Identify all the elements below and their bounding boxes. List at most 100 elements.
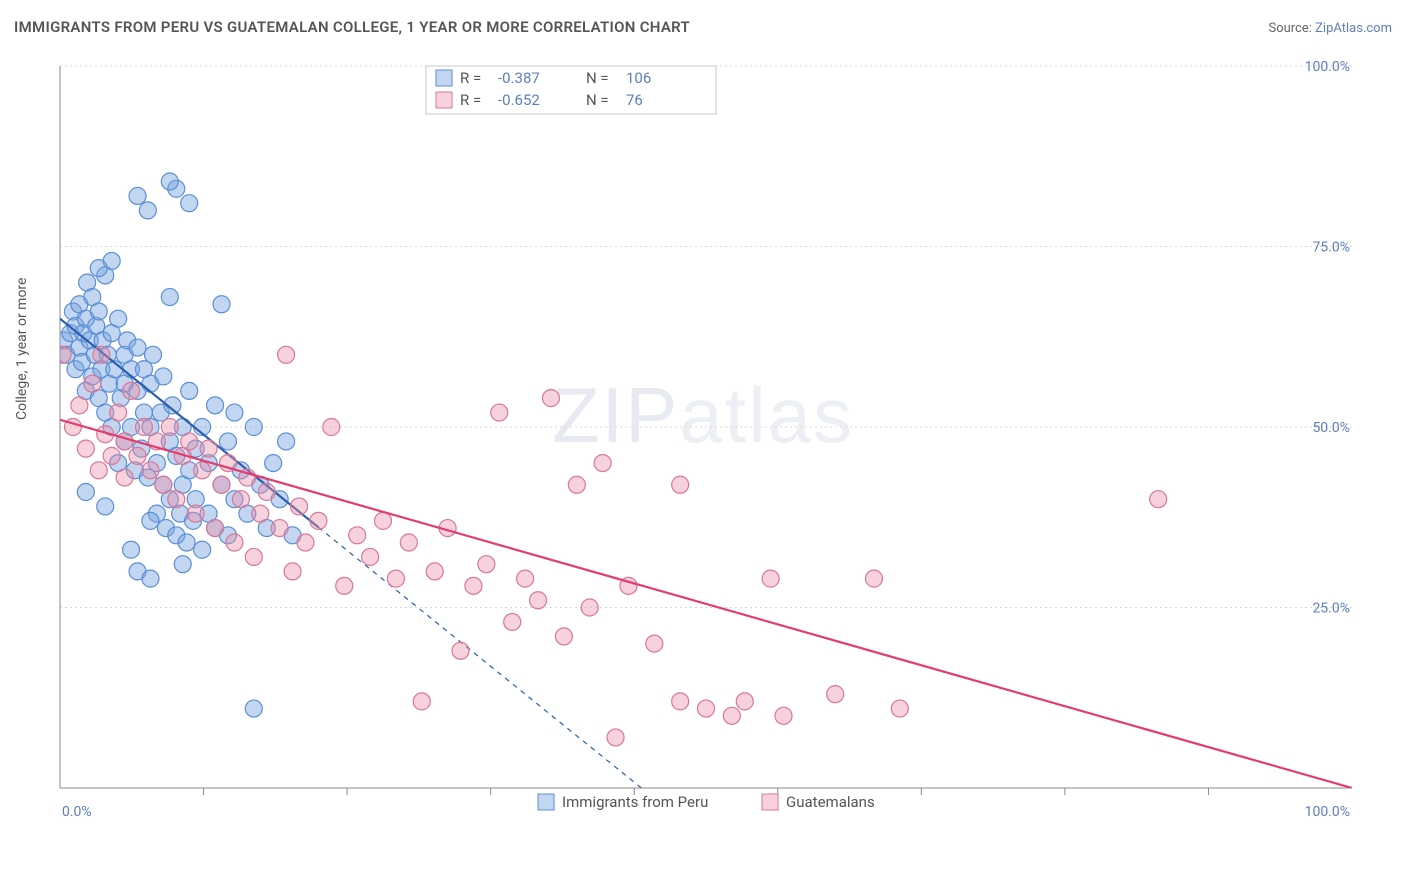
legend-n-value: 106	[626, 69, 651, 87]
data-point	[178, 534, 195, 551]
data-point	[568, 476, 585, 493]
source-attribution: Source: ZipAtlas.com	[1268, 21, 1392, 36]
data-point	[232, 491, 249, 508]
legend-swatch	[538, 794, 554, 810]
data-point	[97, 498, 114, 515]
data-point	[139, 202, 156, 219]
data-point	[71, 397, 88, 414]
legend-n-label: N =	[586, 69, 609, 87]
data-point	[530, 592, 547, 609]
chart-area: 25.0%50.0%75.0%100.0%0.0%100.0%R =-0.387…	[46, 60, 1378, 810]
data-point	[865, 570, 882, 587]
regression-line	[60, 420, 1352, 788]
legend-r-value: -0.652	[498, 91, 540, 109]
data-point	[271, 520, 288, 537]
data-point	[174, 556, 191, 573]
data-point	[219, 433, 236, 450]
data-point	[672, 476, 689, 493]
y-axis-label: College, 1 year or more	[14, 278, 30, 420]
data-point	[207, 520, 224, 537]
data-point	[827, 686, 844, 703]
y-tick-label: 50.0%	[1312, 420, 1350, 436]
data-point	[129, 187, 146, 204]
legend-n-value: 76	[626, 91, 643, 109]
data-point	[84, 375, 101, 392]
data-point	[297, 534, 314, 551]
data-point	[555, 628, 572, 645]
data-point	[310, 512, 327, 529]
source-link[interactable]: ZipAtlas.com	[1315, 21, 1392, 36]
data-point	[77, 440, 94, 457]
data-point	[161, 289, 178, 306]
data-point	[161, 419, 178, 436]
data-point	[226, 404, 243, 421]
data-point	[362, 548, 379, 565]
data-point	[187, 505, 204, 522]
data-point	[375, 512, 392, 529]
data-point	[594, 455, 611, 472]
data-point	[90, 260, 107, 277]
x-tick-label: 0.0%	[62, 804, 92, 820]
data-point	[426, 563, 443, 580]
legend-r-value: -0.387	[498, 69, 540, 87]
y-tick-label: 100.0%	[1305, 60, 1350, 75]
scatter-plot-svg: 25.0%50.0%75.0%100.0%0.0%100.0%R =-0.387…	[46, 60, 1378, 850]
data-point	[116, 469, 133, 486]
legend-swatch	[436, 70, 452, 86]
y-tick-label: 75.0%	[1312, 240, 1350, 256]
data-point	[142, 512, 159, 529]
data-point	[168, 491, 185, 508]
data-point	[672, 693, 689, 710]
data-point	[181, 382, 198, 399]
data-point	[491, 404, 508, 421]
data-point	[54, 346, 71, 363]
data-point	[400, 534, 417, 551]
data-point	[123, 541, 140, 558]
data-point	[349, 527, 366, 544]
data-point	[213, 476, 230, 493]
data-point	[542, 390, 559, 407]
data-point	[762, 570, 779, 587]
data-point	[607, 729, 624, 746]
data-point	[207, 397, 224, 414]
data-point	[110, 404, 127, 421]
data-point	[135, 419, 152, 436]
data-point	[478, 556, 495, 573]
data-point	[646, 635, 663, 652]
data-point	[581, 599, 598, 616]
data-point	[504, 613, 521, 630]
legend-swatch	[436, 92, 452, 108]
data-point	[245, 700, 262, 717]
series-legend: Immigrants from PeruGuatemalans	[538, 793, 875, 811]
legend-r-label: R =	[460, 91, 481, 109]
data-point	[387, 570, 404, 587]
data-point	[452, 642, 469, 659]
data-point	[775, 707, 792, 724]
data-point	[155, 476, 172, 493]
data-point	[142, 570, 159, 587]
data-point	[103, 447, 120, 464]
data-point	[142, 462, 159, 479]
data-point	[213, 296, 230, 313]
data-point	[155, 368, 172, 385]
data-point	[194, 541, 211, 558]
data-point	[698, 700, 715, 717]
series-group	[54, 346, 1352, 788]
data-point	[517, 570, 534, 587]
legend-n-label: N =	[586, 91, 609, 109]
data-point	[723, 707, 740, 724]
data-point	[194, 462, 211, 479]
data-point	[413, 693, 430, 710]
data-point	[181, 433, 198, 450]
data-point	[336, 577, 353, 594]
data-point	[110, 310, 127, 327]
data-point	[323, 419, 340, 436]
data-point	[278, 433, 295, 450]
data-point	[90, 462, 107, 479]
data-point	[265, 455, 282, 472]
data-point	[161, 173, 178, 190]
data-point	[90, 303, 107, 320]
y-tick-label: 25.0%	[1312, 601, 1350, 617]
chart-title: IMMIGRANTS FROM PERU VS GUATEMALAN COLLE…	[14, 18, 690, 36]
data-point	[284, 563, 301, 580]
